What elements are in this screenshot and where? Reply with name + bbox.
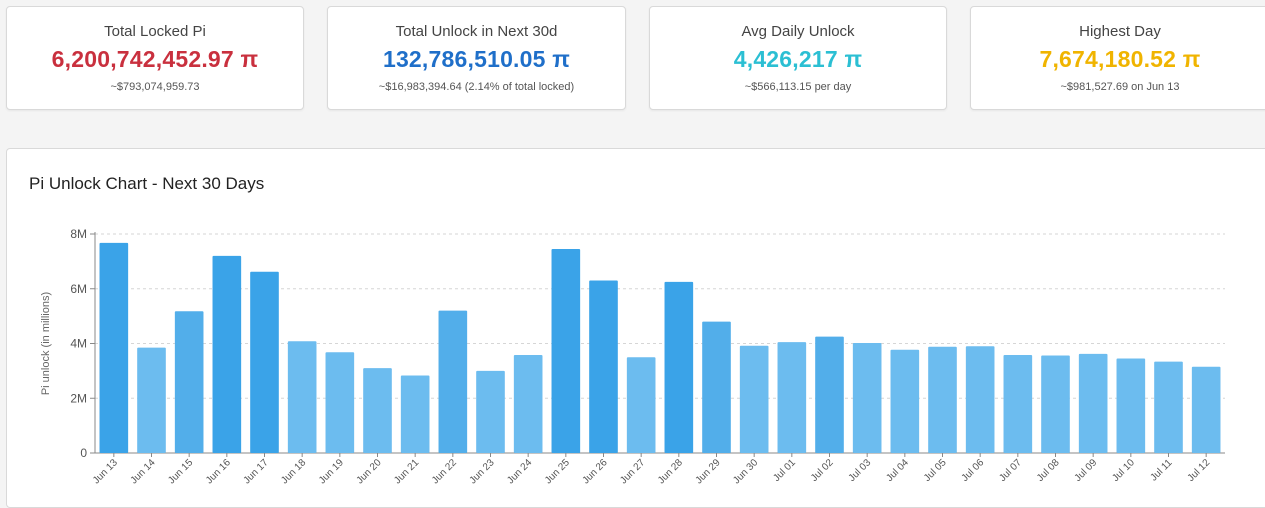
stat-subtext: ~$16,983,394.64 (2.14% of total locked) xyxy=(378,81,575,93)
x-tick-label: Jun 23 xyxy=(468,457,497,486)
bar-jun-20[interactable] xyxy=(363,368,392,453)
stat-value: 6,200,742,452.97 π xyxy=(51,46,259,72)
x-tick-label: Jul 11 xyxy=(1148,457,1174,483)
x-tick-label: Jun 30 xyxy=(731,457,760,486)
x-tick-label: Jul 09 xyxy=(1073,457,1100,484)
bar-jun-18[interactable] xyxy=(287,341,317,453)
bar-jun-22[interactable] xyxy=(438,310,468,453)
bar-jun-30[interactable] xyxy=(739,345,769,453)
bar-jun-29[interactable] xyxy=(702,321,731,453)
x-tick-label: Jun 15 xyxy=(166,457,195,486)
bar-jul-05[interactable] xyxy=(928,346,957,453)
x-tick-label: Jun 14 xyxy=(129,457,158,486)
bar-jun-16[interactable] xyxy=(212,255,242,453)
bar-jun-17[interactable] xyxy=(250,271,279,453)
x-tick-label: Jul 03 xyxy=(847,457,874,484)
y-tick-label: 6M xyxy=(70,282,87,296)
y-tick-label: 8M xyxy=(70,227,87,241)
bar-jul-07[interactable] xyxy=(1003,354,1033,453)
bar-jul-10[interactable] xyxy=(1116,358,1146,453)
x-tick-label: Jun 21 xyxy=(392,457,421,486)
x-tick-label: Jun 19 xyxy=(317,457,346,486)
x-tick-label: Jun 24 xyxy=(505,457,534,486)
bar-jul-09[interactable] xyxy=(1078,353,1108,453)
bar-jun-21[interactable] xyxy=(400,375,430,453)
stat-subtext: ~$981,527.69 on Jun 13 xyxy=(1060,81,1180,93)
bar-jun-27[interactable] xyxy=(626,357,656,453)
x-tick-label: Jun 27 xyxy=(618,457,647,486)
x-tick-label: Jul 05 xyxy=(922,457,949,484)
y-tick-label: 4M xyxy=(70,337,87,351)
x-tick-label: Jun 22 xyxy=(430,457,459,486)
bar-jul-06[interactable] xyxy=(965,346,995,453)
y-tick-label: 0 xyxy=(80,446,87,460)
bar-jun-14[interactable] xyxy=(137,347,166,453)
x-tick-label: Jul 02 xyxy=(809,457,836,484)
bar-jul-11[interactable] xyxy=(1154,361,1183,453)
x-tick-label: Jun 18 xyxy=(279,457,308,486)
chart-title: Pi Unlock Chart - Next 30 Days xyxy=(29,174,265,193)
unlock-bar-chart: 0 2M 4M 6M 8M Pi unlock (in millions) Jun 13 Ju… xyxy=(40,227,1225,486)
stat-subtext: ~$566,113.15 per day xyxy=(744,81,852,93)
stat-value: 4,426,217 π xyxy=(733,46,863,72)
stat-card-total-locked: Total Locked Pi 6,200,742,452.97 π ~$793… xyxy=(6,6,304,110)
stat-card-total-unlock: Total Unlock in Next 30d 132,786,510.05 … xyxy=(327,6,626,110)
stat-subtext: ~$793,074,959.73 xyxy=(110,81,200,93)
x-tick-label: Jun 28 xyxy=(656,457,685,486)
x-tick-label: Jun 13 xyxy=(91,457,120,486)
x-tick-label: Jul 01 xyxy=(771,457,798,484)
x-tick-label: Jun 25 xyxy=(543,457,572,486)
bar-jul-08[interactable] xyxy=(1041,355,1070,453)
bar-jun-15[interactable] xyxy=(174,311,204,453)
x-tick-label: Jun 20 xyxy=(355,457,384,486)
stat-label: Total Unlock in Next 30d xyxy=(395,23,558,40)
stat-label: Total Locked Pi xyxy=(104,23,206,40)
bar-jul-03[interactable] xyxy=(852,342,882,453)
stat-label: Highest Day xyxy=(1079,23,1161,40)
bar-jul-12[interactable] xyxy=(1191,366,1221,453)
stat-value: 7,674,180.52 π xyxy=(1039,46,1201,72)
bar-jun-26[interactable] xyxy=(589,280,618,453)
bar-jun-19[interactable] xyxy=(325,352,355,453)
bar-jun-24[interactable] xyxy=(513,354,543,453)
y-tick-label: 2M xyxy=(70,391,87,405)
x-tick-label: Jun 26 xyxy=(581,457,610,486)
stat-card-highest-day: Highest Day 7,674,180.52 π ~$981,527.69 … xyxy=(970,6,1265,110)
x-tick-label: Jul 08 xyxy=(1035,457,1062,484)
x-tick-label: Jun 16 xyxy=(204,457,233,486)
bar-jul-04[interactable] xyxy=(890,349,920,453)
x-tick-label: Jul 04 xyxy=(884,457,911,484)
x-tick-label: Jul 06 xyxy=(960,457,987,484)
bar-jun-25[interactable] xyxy=(551,249,581,453)
stat-label: Avg Daily Unlock xyxy=(741,23,855,40)
stat-value: 132,786,510.05 π xyxy=(382,46,571,72)
bar-jun-28[interactable] xyxy=(664,281,694,453)
bar-jun-23[interactable] xyxy=(476,370,505,453)
stat-card-avg-daily: Avg Daily Unlock 4,426,217 π ~$566,113.1… xyxy=(649,6,947,110)
x-tick-label: Jun 17 xyxy=(242,457,271,486)
x-tick-label: Jul 10 xyxy=(1110,457,1137,484)
bar-jul-01[interactable] xyxy=(777,342,807,453)
x-tick-label: Jul 07 xyxy=(997,457,1024,484)
y-axis-label: Pi unlock (in millions) xyxy=(40,292,52,395)
bar-jul-02[interactable] xyxy=(815,336,844,453)
x-tick-label: Jun 29 xyxy=(694,457,723,486)
chart-panel: Pi Unlock Chart - Next 30 Days 0 2M 4M 6M 8M… xyxy=(6,148,1265,508)
x-tick-label: Jul 12 xyxy=(1186,457,1213,484)
bar-jun-13[interactable] xyxy=(99,242,129,453)
